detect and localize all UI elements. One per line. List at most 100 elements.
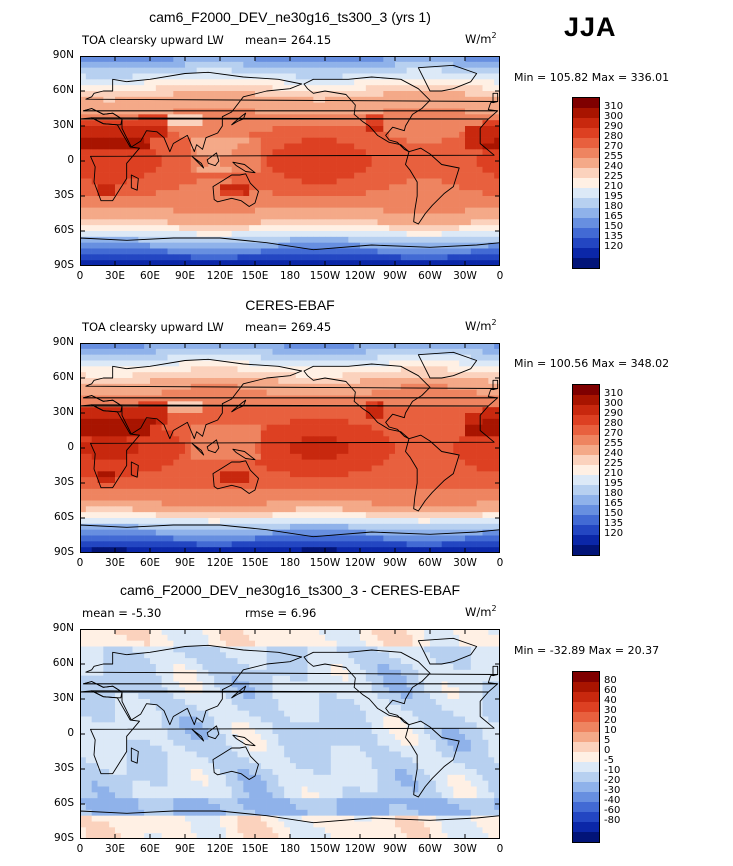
field-cell [249,102,256,109]
field-cell [272,407,279,414]
field-cell [430,143,437,150]
field-cell [237,102,244,109]
field-cell [400,231,407,238]
field-cell [459,85,466,92]
field-cell [225,360,232,367]
field-cell [430,343,437,350]
field-cell [80,477,87,484]
field-cell [249,254,256,261]
field-cell [208,389,215,396]
field-cell [325,413,332,420]
field-cell [441,131,448,138]
field-cell [103,436,110,443]
field-cell [295,424,302,431]
field-cell [126,471,133,478]
field-cell [202,436,209,443]
field-cell [365,424,372,431]
field-cell [377,231,384,238]
field-cell [325,348,332,355]
field-cell [482,231,489,238]
field-cell [424,488,431,495]
field-cell [400,172,407,179]
field-cell [476,155,483,162]
field-cell [132,219,139,226]
field-cell [348,418,355,425]
field-cell [155,149,162,156]
field-cell [424,67,431,74]
field-cell [295,366,302,373]
field-cell [260,213,267,220]
field-cell [354,453,361,460]
field-cell [103,512,110,519]
field-cell [266,418,273,425]
field-cell [220,401,227,408]
field-cell [161,389,168,396]
field-cell [144,201,151,208]
field-cell [249,73,256,80]
field-cell [488,161,495,168]
field-cell [214,137,221,144]
field-cell [97,506,104,513]
field-cell [109,260,116,266]
field-cell [138,413,145,420]
field-cell [453,108,460,115]
field-cell [144,494,151,501]
field-cell [138,448,145,455]
field-cell [377,248,384,255]
field-cell [161,161,168,168]
field-cell [144,184,151,191]
field-cell [494,360,500,367]
field-cell [465,471,472,478]
colorbar-swatch [573,258,599,268]
field-cell [342,236,349,243]
field-cell [494,102,500,109]
field-cell [150,120,157,127]
field-cell [383,67,390,74]
field-cell [231,360,238,367]
field-cell [120,430,127,437]
field-cell [190,506,197,513]
field-cell [126,73,133,80]
field-cell [395,448,402,455]
field-cell [354,372,361,379]
field-cell [301,413,308,420]
field-cell [179,500,186,507]
field-cell [360,161,367,168]
panel-1-mean: mean= 264.15 [245,33,332,47]
field-cell [441,155,448,162]
field-cell [115,172,122,179]
field-cell [214,500,221,507]
field-cell [237,254,244,261]
field-cell [249,213,256,220]
field-cell [196,418,203,425]
field-cell [161,395,168,402]
field-cell [214,354,221,361]
field-cell [342,430,349,437]
field-cell [377,114,384,121]
field-cell [295,61,302,68]
field-cell [476,166,483,173]
field-cell [470,161,477,168]
field-cell [155,523,162,530]
field-cell [202,102,209,109]
field-cell [214,389,221,396]
field-cell [365,61,372,68]
field-cell [342,67,349,74]
field-cell [144,56,151,63]
colorbar-swatch [573,188,599,198]
field-cell [202,166,209,173]
field-cell [97,236,104,243]
field-cell [371,395,378,402]
field-cell [365,56,372,63]
field-cell [237,190,244,197]
field-cell [342,120,349,127]
field-cell [97,178,104,185]
lon-tick-label: 120E [206,270,234,282]
field-cell [348,201,355,208]
field-cell [173,453,180,460]
field-cell [336,378,343,385]
field-cell [214,225,221,232]
field-cell [243,219,250,226]
field-cell [406,196,413,203]
field-cell [126,225,133,232]
